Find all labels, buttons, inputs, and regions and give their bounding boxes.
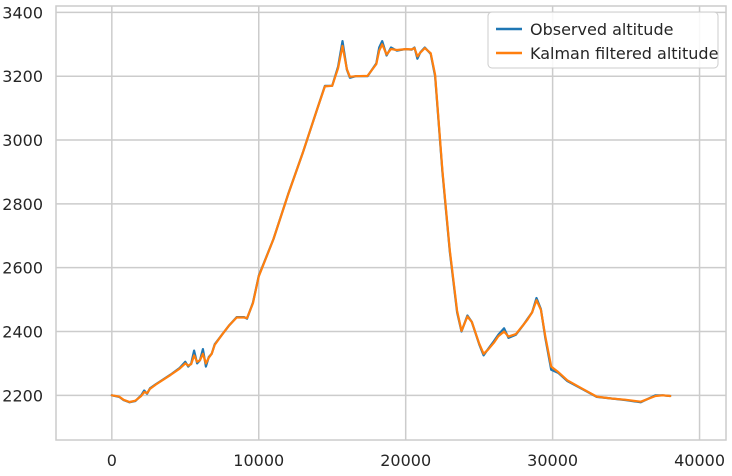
y-tick-label: 2200 bbox=[2, 386, 43, 405]
series-line-kalman-filtered-altitude bbox=[110, 43, 672, 404]
x-tick-label: 30000 bbox=[527, 451, 578, 470]
y-tick-label: 2800 bbox=[2, 195, 43, 214]
x-tick-label: 40000 bbox=[674, 451, 725, 470]
legend-label: Observed altitude bbox=[530, 20, 673, 39]
legend-items: Observed altitude Kalman filtered altitud… bbox=[496, 20, 718, 63]
plot-frame bbox=[55, 5, 727, 441]
y-tick-label: 3000 bbox=[2, 131, 43, 150]
legend-label: Kalman filtered altitude bbox=[530, 44, 718, 63]
x-tick-label: 10000 bbox=[233, 451, 284, 470]
y-tick-label: 3400 bbox=[2, 3, 43, 22]
x-axis-ticks: 0 10000 20000 30000 40000 bbox=[107, 451, 725, 470]
x-tick-label: 20000 bbox=[380, 451, 431, 470]
y-tick-label: 3200 bbox=[2, 67, 43, 86]
grid bbox=[56, 6, 726, 440]
series-layer bbox=[110, 39, 672, 404]
series-line-observed-altitude bbox=[110, 39, 672, 404]
y-tick-label: 2600 bbox=[2, 259, 43, 278]
y-tick-label: 2400 bbox=[2, 323, 43, 342]
x-tick-label: 0 bbox=[107, 451, 117, 470]
y-axis-ticks: 2200 2400 2600 2800 3000 3200 3400 bbox=[2, 3, 43, 405]
legend-box bbox=[487, 11, 719, 69]
legend: Observed altitude Kalman filtered altitud… bbox=[487, 11, 719, 69]
